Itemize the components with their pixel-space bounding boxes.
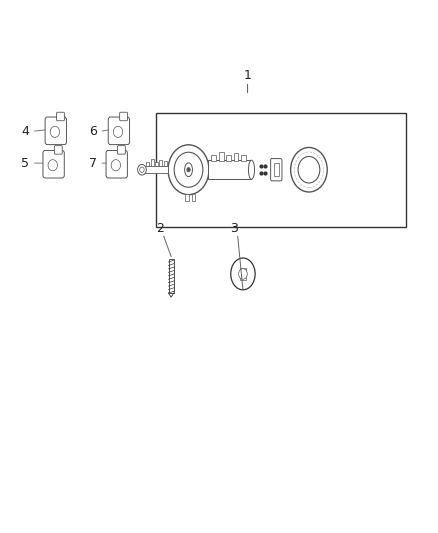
FancyBboxPatch shape bbox=[271, 159, 282, 181]
Circle shape bbox=[174, 152, 203, 187]
Bar bbox=[192, 194, 195, 201]
Text: 2: 2 bbox=[156, 222, 164, 235]
FancyBboxPatch shape bbox=[45, 117, 67, 144]
Bar bbox=[274, 164, 279, 176]
Bar bbox=[156, 113, 406, 227]
Bar bbox=[185, 194, 188, 201]
FancyBboxPatch shape bbox=[43, 150, 64, 178]
Bar bbox=[219, 152, 224, 161]
Text: 4: 4 bbox=[21, 125, 29, 138]
FancyBboxPatch shape bbox=[108, 117, 130, 144]
Ellipse shape bbox=[113, 126, 123, 138]
Circle shape bbox=[138, 165, 146, 175]
Bar bbox=[226, 156, 231, 161]
Text: 6: 6 bbox=[89, 125, 97, 138]
Circle shape bbox=[298, 157, 320, 183]
Circle shape bbox=[291, 148, 327, 192]
Bar bbox=[159, 160, 162, 166]
FancyBboxPatch shape bbox=[54, 146, 62, 154]
Bar bbox=[164, 161, 167, 166]
Ellipse shape bbox=[111, 160, 120, 171]
Bar bbox=[241, 156, 246, 161]
Text: 3: 3 bbox=[230, 222, 238, 235]
FancyBboxPatch shape bbox=[117, 146, 125, 154]
Circle shape bbox=[239, 269, 247, 279]
Bar bbox=[212, 156, 216, 161]
Circle shape bbox=[187, 167, 190, 172]
Bar bbox=[169, 259, 174, 293]
FancyBboxPatch shape bbox=[57, 112, 64, 121]
Ellipse shape bbox=[185, 163, 192, 176]
Ellipse shape bbox=[231, 258, 255, 290]
Bar bbox=[240, 268, 246, 280]
Bar bbox=[155, 163, 158, 166]
Bar bbox=[146, 162, 149, 166]
Bar bbox=[144, 166, 168, 173]
Ellipse shape bbox=[248, 160, 254, 179]
Ellipse shape bbox=[50, 126, 60, 138]
Bar bbox=[233, 154, 238, 161]
Ellipse shape bbox=[48, 160, 57, 171]
Text: 7: 7 bbox=[89, 157, 97, 169]
Circle shape bbox=[168, 145, 209, 195]
FancyBboxPatch shape bbox=[120, 112, 127, 121]
Text: 1: 1 bbox=[244, 69, 251, 82]
Text: 5: 5 bbox=[21, 157, 29, 169]
Bar bbox=[208, 160, 251, 179]
Circle shape bbox=[140, 167, 144, 172]
Bar bbox=[151, 159, 154, 166]
FancyBboxPatch shape bbox=[106, 150, 127, 178]
